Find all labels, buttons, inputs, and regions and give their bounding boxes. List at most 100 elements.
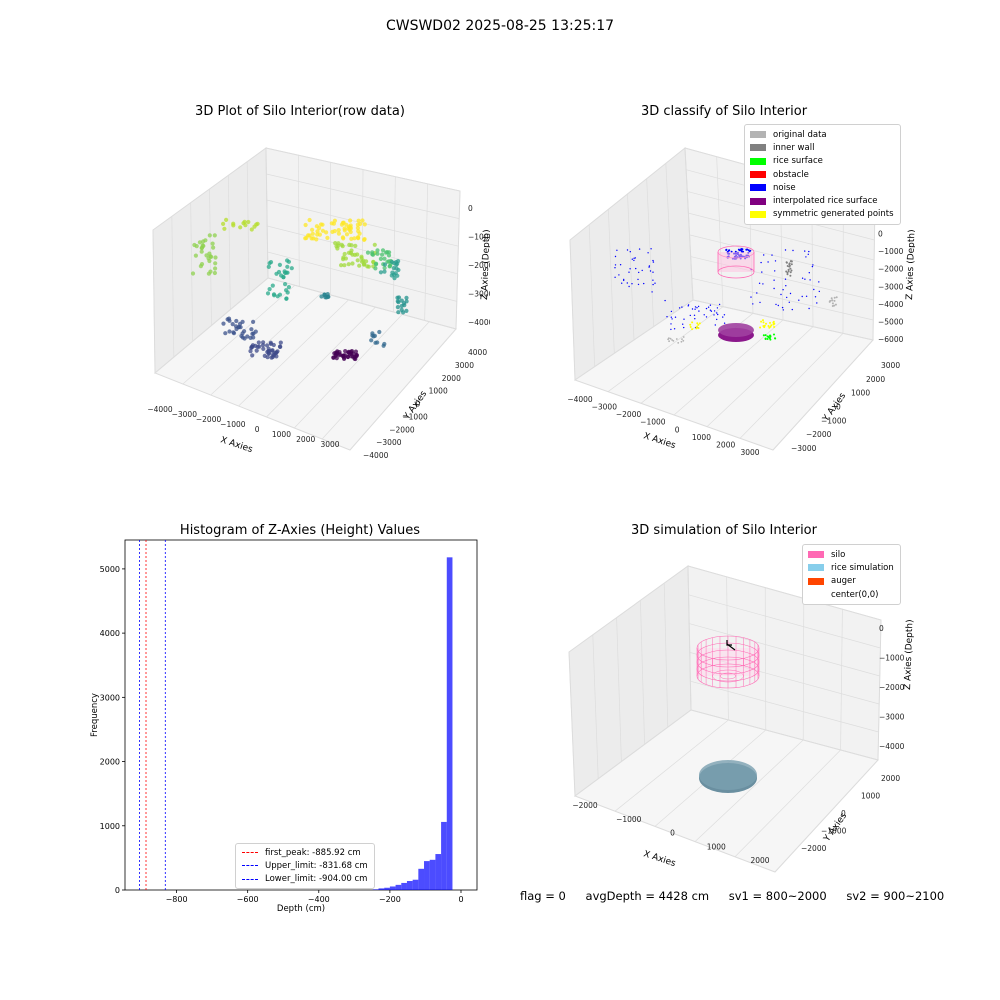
raw-point <box>278 340 283 345</box>
classify-point <box>682 323 684 325</box>
raw-x-tick-label: −2000 <box>196 415 222 424</box>
classify-legend-item: original data <box>750 128 894 141</box>
raw-point <box>324 230 329 235</box>
raw-point <box>375 248 380 253</box>
classify-y-tick-label: −2000 <box>806 430 832 439</box>
classify-point <box>718 303 721 306</box>
classify-point <box>713 310 716 312</box>
grid-line <box>614 719 729 812</box>
classify-legend-item: rice surface <box>750 155 894 168</box>
raw-point <box>249 327 254 332</box>
classify-point <box>809 279 811 281</box>
raw-point <box>289 266 294 271</box>
classify-point <box>618 274 620 276</box>
classify-x-tick-label: 0 <box>675 425 680 434</box>
classify-point <box>740 248 743 251</box>
raw-point <box>365 250 371 255</box>
raw-point <box>250 353 255 358</box>
raw-point <box>346 349 351 354</box>
raw-point <box>341 353 346 358</box>
classify-point <box>786 296 788 299</box>
classify-point <box>689 326 692 328</box>
grid-line <box>592 634 599 779</box>
raw-point <box>284 296 289 301</box>
classify-point <box>614 267 616 269</box>
raw-point <box>272 293 277 298</box>
grid-line <box>297 155 300 287</box>
grid-line <box>182 285 296 385</box>
raw-point <box>334 352 339 357</box>
classify-point <box>697 305 700 308</box>
simulation-z-tick-label: −4000 <box>879 742 905 751</box>
classify-point <box>614 264 617 266</box>
raw-point <box>238 225 243 230</box>
raw-point <box>285 264 290 269</box>
classify-point <box>762 283 764 285</box>
raw-x-tick-label: −1000 <box>220 420 246 429</box>
raw-point <box>339 242 344 247</box>
raw-point <box>261 340 266 345</box>
raw-point <box>342 251 347 257</box>
classify-point <box>784 249 787 251</box>
classify-point <box>792 249 794 252</box>
raw-point <box>369 338 374 343</box>
classify-point <box>833 299 836 302</box>
legend-swatch <box>750 171 766 179</box>
grid-line <box>734 749 841 858</box>
classify-point <box>614 276 616 278</box>
legend-label: Lower_limit: -904.00 cm <box>265 874 368 885</box>
grid-line <box>265 147 269 279</box>
histogram-bar <box>372 889 379 890</box>
classify-point <box>766 338 769 340</box>
classify-point <box>775 303 777 306</box>
grid-line <box>688 594 881 649</box>
grid-line <box>706 326 814 427</box>
classify-point <box>813 288 815 291</box>
raw-point <box>315 229 320 234</box>
classify-point <box>626 249 629 251</box>
grid-line <box>802 598 805 741</box>
classify-point <box>773 333 775 336</box>
histogram-legend-item: first_peak: -885.92 cm <box>242 846 368 859</box>
raw-point <box>320 228 325 233</box>
classify-y-tick-label: −1000 <box>821 416 847 425</box>
raw-point <box>285 290 290 295</box>
classify-point <box>786 265 789 267</box>
raw-point <box>341 220 346 225</box>
raw-point <box>325 235 330 240</box>
raw-point <box>404 295 409 300</box>
classify-z-tick-label: −3000 <box>878 282 904 291</box>
classify-point <box>804 278 806 280</box>
histogram-bar <box>395 884 402 890</box>
classify-point <box>762 321 765 324</box>
raw-panel-title: 3D Plot of Silo Interior(row data) <box>195 104 405 119</box>
grid-line <box>321 321 430 440</box>
grid-line <box>665 163 674 314</box>
classify-point <box>725 249 728 251</box>
raw-point <box>373 266 378 271</box>
classify-x-tick-label: −4000 <box>567 395 593 404</box>
histogram-bar <box>441 821 447 890</box>
classify-point <box>788 264 791 267</box>
raw-point <box>271 342 276 348</box>
classify-point <box>760 261 762 264</box>
grid-line <box>640 600 645 745</box>
classify-point <box>773 326 776 328</box>
raw-point <box>344 232 350 237</box>
classify-y-tick-label: 0 <box>836 403 841 412</box>
raw-point <box>283 270 288 276</box>
classify-point <box>695 327 698 330</box>
raw-point <box>253 343 258 348</box>
legend-label: first_peak: -885.92 cm <box>265 847 361 858</box>
classify-point <box>780 293 782 296</box>
classify-interpolated-rice-surface <box>718 323 754 342</box>
classify-point <box>835 296 838 299</box>
grid-line <box>689 623 880 677</box>
classify-point <box>631 283 633 285</box>
raw-x-tick-label: 1000 <box>272 430 291 439</box>
legend-swatch <box>808 551 824 559</box>
raw-point <box>230 322 235 327</box>
raw-point <box>339 263 344 268</box>
raw-point <box>257 344 262 349</box>
classify-point <box>631 258 633 260</box>
